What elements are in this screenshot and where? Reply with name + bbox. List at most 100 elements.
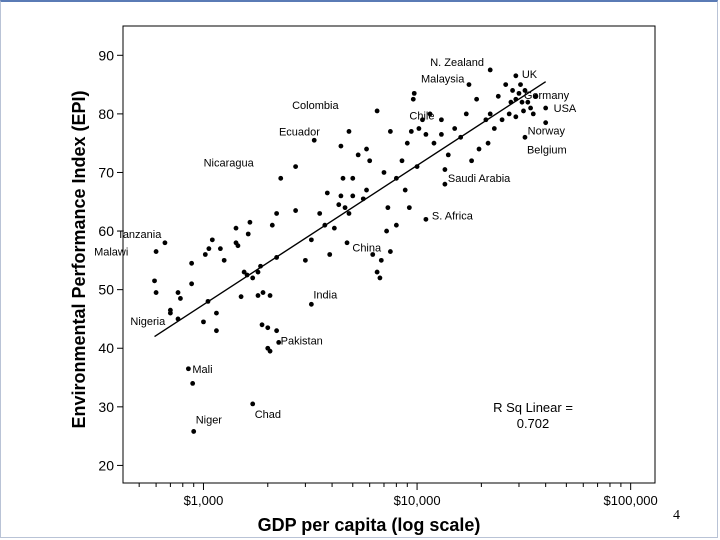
data-point <box>370 252 376 257</box>
y-tick-label: 70 <box>98 164 114 180</box>
data-point <box>338 143 344 149</box>
data-point <box>238 294 244 300</box>
data-point <box>338 193 344 199</box>
data-point <box>340 175 346 181</box>
x-tick-label: $10,000 <box>394 493 441 508</box>
data-point <box>474 96 480 102</box>
data-point <box>385 205 391 211</box>
data-point <box>245 231 251 237</box>
point-label: Pakistan <box>281 336 323 348</box>
data-point <box>233 225 239 231</box>
data-point <box>414 164 420 170</box>
data-point <box>458 134 464 140</box>
data-point <box>367 158 373 164</box>
point-label: Chile <box>409 111 434 123</box>
data-point <box>410 96 416 102</box>
data-point <box>265 345 271 351</box>
data-point <box>476 146 482 152</box>
data-point <box>416 126 422 131</box>
data-point <box>378 257 384 263</box>
data-point <box>250 401 256 407</box>
point-label: USA <box>554 103 577 115</box>
data-point <box>276 339 282 345</box>
point-label: India <box>313 289 338 301</box>
data-point <box>214 310 219 316</box>
data-point <box>153 290 159 295</box>
data-point <box>221 257 227 263</box>
data-point <box>331 225 337 231</box>
data-point <box>411 90 417 96</box>
data-point <box>293 208 299 213</box>
data-point <box>162 240 168 246</box>
point-label: Malaysia <box>421 74 465 86</box>
data-point <box>189 281 195 287</box>
y-tick-label: 50 <box>98 282 114 298</box>
data-point <box>503 82 509 87</box>
y-tick-label: 90 <box>98 47 114 63</box>
data-point <box>384 228 389 234</box>
point-label: Norway <box>528 126 566 138</box>
data-point <box>516 90 522 96</box>
data-point <box>265 325 271 331</box>
data-point <box>513 114 519 120</box>
data-point <box>360 196 366 202</box>
data-point <box>374 269 380 275</box>
data-point <box>267 293 273 298</box>
data-point <box>528 105 533 111</box>
data-point <box>350 193 356 199</box>
data-point <box>214 328 219 334</box>
data-point <box>466 82 472 87</box>
y-axis-label: Environmental Performance Index (EPI) <box>69 90 89 428</box>
data-point <box>350 175 356 181</box>
data-point <box>342 205 348 211</box>
data-point <box>274 255 280 260</box>
data-point <box>439 117 444 123</box>
point-label: Niger <box>196 414 223 426</box>
data-point <box>308 237 314 243</box>
data-point <box>522 134 528 140</box>
data-point <box>346 211 352 216</box>
data-point <box>402 187 408 193</box>
point-label: UK <box>522 69 538 81</box>
y-tick-label: 30 <box>98 399 114 415</box>
point-label: S. Africa <box>432 210 474 222</box>
data-point <box>152 278 157 284</box>
data-point <box>483 117 489 123</box>
data-point <box>442 181 448 187</box>
data-point <box>317 211 323 216</box>
regression-line <box>154 81 547 338</box>
data-point <box>513 73 519 79</box>
data-point <box>452 126 458 131</box>
data-point <box>355 152 361 158</box>
point-label: Ecuador <box>279 126 320 138</box>
point-label: China <box>352 243 382 255</box>
data-point <box>522 88 528 93</box>
data-point <box>185 366 191 372</box>
data-point <box>519 99 525 105</box>
data-point <box>255 293 261 298</box>
data-point <box>274 211 280 216</box>
data-point <box>543 105 549 111</box>
data-point <box>178 296 183 301</box>
point-label: Saudi Arabia <box>448 173 511 185</box>
data-point <box>406 205 412 211</box>
data-point <box>247 219 253 225</box>
data-point <box>533 93 539 99</box>
data-point <box>327 252 333 257</box>
point-label: Belgium <box>527 144 567 156</box>
data-point <box>439 131 444 137</box>
data-point <box>387 129 393 134</box>
point-label: Tanzania <box>117 229 162 241</box>
point-label: Malawi <box>94 247 128 259</box>
data-point <box>274 328 280 334</box>
data-point <box>393 222 399 228</box>
data-point <box>518 82 523 87</box>
point-label: Germany <box>524 90 570 102</box>
data-point <box>525 99 531 105</box>
data-point <box>346 129 352 134</box>
point-label: Chad <box>255 409 281 421</box>
data-point <box>308 301 314 307</box>
data-point <box>364 187 369 193</box>
data-point <box>255 269 261 275</box>
